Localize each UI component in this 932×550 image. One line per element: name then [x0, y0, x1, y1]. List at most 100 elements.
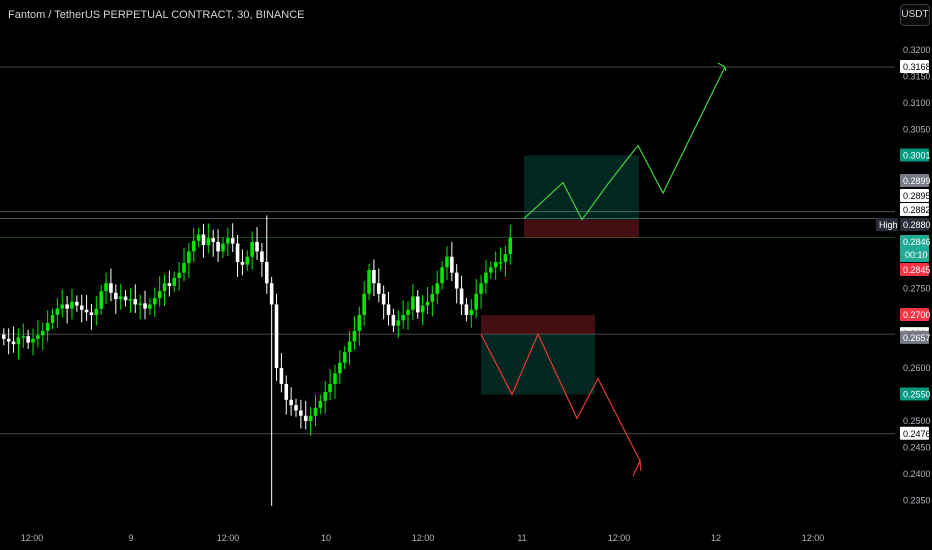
y-axis-tick: 0.2750	[903, 284, 931, 294]
candle	[240, 262, 245, 265]
candle	[303, 415, 308, 422]
y-axis-tick: 0.2500	[903, 416, 931, 426]
candle	[177, 272, 181, 278]
short-target-zone[interactable]	[481, 334, 595, 395]
candle	[45, 322, 50, 331]
y-axis-tick: 0.2400	[903, 469, 931, 479]
candle	[187, 251, 191, 264]
long-target-zone[interactable]	[524, 155, 639, 220]
x-axis-tick: 12:00	[608, 533, 631, 543]
price-label-bg	[900, 60, 929, 73]
candle	[50, 315, 55, 323]
currency-button[interactable]: USDT	[900, 4, 930, 26]
candle	[196, 234, 201, 241]
candle	[269, 283, 274, 305]
candle	[148, 304, 152, 309]
candle	[55, 308, 60, 316]
y-axis-tick: 0.3100	[903, 98, 931, 108]
long-stop-zone[interactable]	[524, 219, 639, 239]
candle	[89, 312, 94, 316]
price-label-bg	[900, 387, 929, 401]
y-axis-tick: 0.3050	[903, 125, 931, 135]
candle	[396, 320, 401, 326]
candle	[308, 415, 313, 422]
candle	[406, 309, 410, 316]
y-axis-tick: 0.2450	[903, 443, 931, 453]
price-label-bg	[900, 263, 929, 276]
candle	[430, 293, 435, 302]
candle	[498, 262, 503, 264]
price-label: 0.2895	[903, 191, 931, 201]
short-projection-path[interactable]	[480, 332, 641, 462]
candle	[425, 301, 430, 306]
candle	[211, 238, 216, 242]
candle	[328, 383, 332, 392]
x-axis-tick: 12:00	[412, 533, 435, 543]
candle	[65, 304, 69, 309]
x-axis-tick: 12	[711, 533, 721, 543]
candle	[464, 304, 469, 316]
candle	[386, 304, 391, 316]
candle	[245, 256, 250, 265]
candle	[75, 301, 79, 306]
candle	[133, 299, 138, 305]
candle	[16, 337, 21, 345]
price-label-bg	[900, 308, 929, 322]
candle	[250, 241, 254, 257]
x-axis-tick: 12:00	[802, 533, 825, 543]
y-axis-tick: 0.2600	[903, 363, 931, 373]
candle	[493, 262, 498, 268]
candle	[289, 399, 293, 406]
x-axis-tick: 12:00	[217, 533, 240, 543]
candle	[372, 269, 376, 284]
candle	[216, 241, 220, 252]
price-label-bg	[900, 426, 929, 440]
candle	[221, 243, 225, 252]
candle	[104, 283, 108, 292]
candle	[36, 335, 40, 339]
candle	[357, 315, 362, 331]
candle	[128, 299, 133, 301]
price-label-bg	[900, 235, 929, 262]
price-label-bg	[900, 203, 929, 216]
candle	[79, 305, 84, 310]
candle	[342, 352, 347, 363]
candle	[454, 272, 459, 289]
candle	[415, 296, 420, 313]
candle	[182, 263, 186, 273]
candle	[157, 291, 162, 299]
candle	[235, 243, 240, 263]
candle	[376, 283, 381, 294]
candle	[99, 291, 103, 309]
price-label: 0.2846	[903, 237, 931, 247]
price-label: 0.2550	[903, 390, 931, 400]
x-axis-tick: 11	[517, 533, 526, 543]
candle	[318, 400, 323, 408]
candle	[70, 301, 74, 309]
high-tag: High	[879, 220, 898, 230]
high-tag-bg	[876, 218, 898, 231]
candle	[362, 293, 366, 316]
candle	[31, 338, 35, 343]
candle	[484, 272, 488, 284]
candle	[6, 338, 11, 342]
candle	[26, 336, 30, 343]
long-projection-path[interactable]	[523, 66, 726, 221]
candle	[21, 336, 26, 338]
price-label-bg	[900, 174, 929, 187]
x-axis-tick: 9	[128, 533, 133, 543]
candle	[172, 277, 177, 286]
price-label-bg	[900, 218, 929, 231]
candle	[294, 405, 298, 411]
short-arrow-head	[632, 458, 642, 477]
candle	[279, 368, 284, 384]
candle	[352, 330, 357, 342]
candle	[284, 383, 289, 400]
candle	[2, 334, 6, 339]
candle	[123, 296, 128, 301]
candle	[264, 262, 269, 284]
candle	[440, 267, 444, 284]
short-stop-zone[interactable]	[481, 315, 595, 335]
price-label: 0.2845	[903, 265, 931, 275]
